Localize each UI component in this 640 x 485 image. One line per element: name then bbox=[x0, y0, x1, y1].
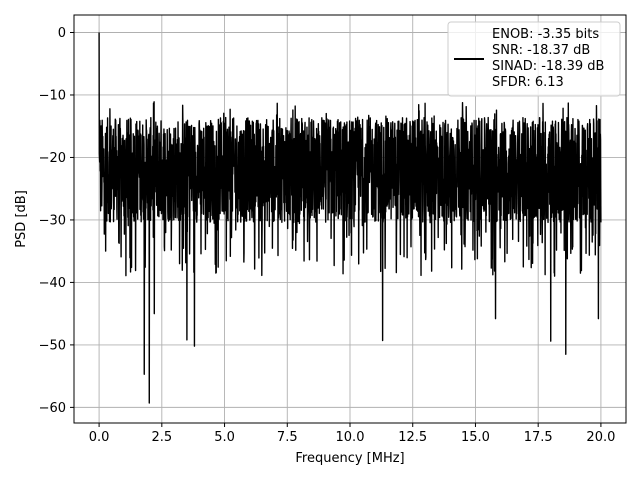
y-tick-label: 0 bbox=[58, 26, 66, 41]
x-tick-label: 17.5 bbox=[524, 430, 553, 445]
x-tick-label: 5.0 bbox=[214, 430, 235, 445]
x-tick-label: 0.0 bbox=[89, 430, 110, 445]
y-tick-label: −10 bbox=[39, 88, 66, 103]
x-tick-label: 20.0 bbox=[586, 430, 615, 445]
y-tick-label: −20 bbox=[39, 151, 66, 166]
x-tick-label: 7.5 bbox=[277, 430, 298, 445]
legend-entry-sinad: SINAD: -18.39 dB bbox=[492, 59, 604, 74]
x-axis-label: Frequency [MHz] bbox=[295, 451, 404, 466]
legend: ENOB: -3.35 bits SNR: -18.37 dB SINAD: -… bbox=[447, 21, 621, 97]
x-tick-label: 10.0 bbox=[336, 430, 365, 445]
y-tick-label: −40 bbox=[39, 276, 66, 291]
legend-box bbox=[447, 21, 621, 97]
x-tick-label: 12.5 bbox=[398, 430, 427, 445]
psd-trace-line bbox=[98, 32, 602, 404]
y-axis-ticks: 0 −10 −20 −30 −40 −50 −60 bbox=[39, 26, 74, 416]
y-tick-label: −50 bbox=[39, 338, 66, 353]
x-axis-ticks: 0.0 2.5 5.0 7.5 10.0 12.5 15.0 17.5 20.0 bbox=[89, 423, 615, 445]
x-tick-label: 15.0 bbox=[461, 430, 490, 445]
y-tick-label: −30 bbox=[39, 213, 66, 228]
y-tick-label: −60 bbox=[39, 401, 66, 416]
legend-entry-enob: ENOB: -3.35 bits bbox=[492, 27, 599, 42]
legend-entry-sfdr: SFDR: 6.13 bbox=[492, 75, 564, 90]
y-axis-label: PSD [dB] bbox=[14, 190, 29, 248]
x-tick-label: 2.5 bbox=[151, 430, 172, 445]
legend-entry-snr: SNR: -18.37 dB bbox=[492, 43, 590, 58]
psd-trace bbox=[98, 32, 602, 404]
